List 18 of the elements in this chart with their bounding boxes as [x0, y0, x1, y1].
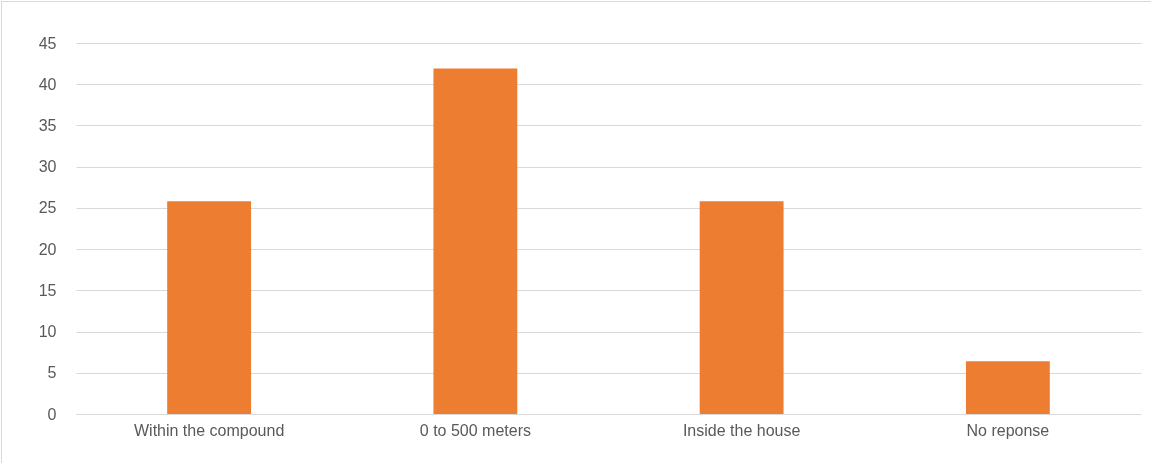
y-tick-label: 10	[38, 323, 57, 341]
y-tick-label: 45	[38, 34, 57, 52]
x-tick-label: 0 to 500 meters	[419, 421, 531, 439]
bar	[167, 201, 252, 414]
y-tick-label: 5	[47, 364, 57, 382]
x-tick-label: Inside the house	[682, 421, 801, 439]
y-tick-label: 30	[38, 158, 57, 176]
x-tick-label: No reponse	[966, 421, 1050, 439]
y-tick-label: 25	[38, 199, 57, 217]
y-tick-label: 15	[38, 281, 57, 299]
bar	[433, 68, 518, 414]
bar	[965, 361, 1050, 414]
x-tick-label: Within the compound	[133, 421, 285, 439]
bar	[699, 201, 784, 414]
y-tick-label: 0	[47, 405, 57, 423]
y-tick-label: 35	[38, 116, 57, 134]
y-tick-label: 40	[38, 75, 57, 93]
y-tick-label: 20	[38, 240, 57, 258]
